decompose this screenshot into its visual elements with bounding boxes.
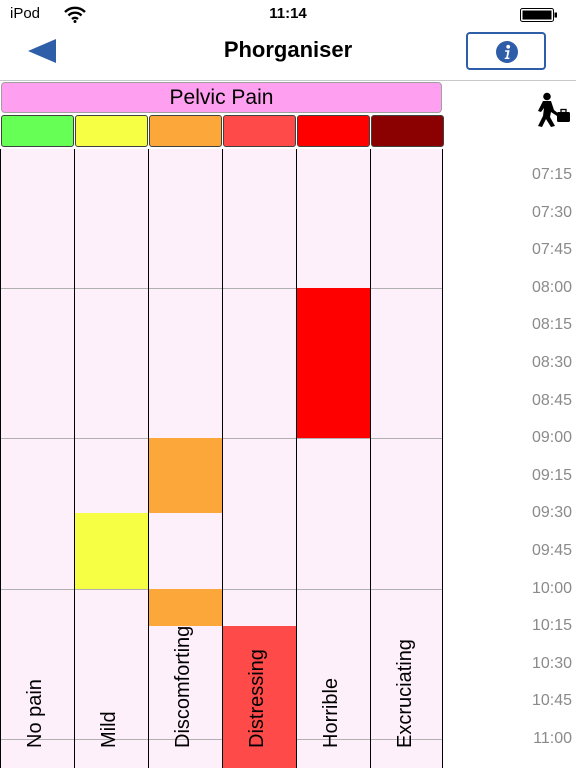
- info-icon: [496, 41, 518, 63]
- time-label: 08:00: [531, 279, 572, 296]
- pain-chart-grid[interactable]: No pain Mild Discomforting Distressing Horri…: [0, 149, 443, 768]
- back-arrow-icon[interactable]: [28, 38, 58, 64]
- level-label-text: Discomforting: [172, 625, 194, 748]
- time-label: 10:30: [531, 655, 572, 672]
- time-label: 07:30: [531, 204, 572, 221]
- level-label-text: No pain: [24, 679, 46, 748]
- time-label: 10:15: [531, 617, 572, 634]
- page-title: Phorganiser: [223, 37, 353, 62]
- swatch-no-pain[interactable]: [1, 115, 74, 147]
- pain-entry-mild[interactable]: [74, 513, 148, 589]
- level-label-text: Horrible: [320, 677, 342, 748]
- hour-gridline: [0, 739, 443, 740]
- battery-icon: [520, 8, 557, 22]
- time-label: 09:45: [531, 542, 572, 559]
- pain-entry-distressing[interactable]: [222, 626, 296, 768]
- pain-entry-discomforting[interactable]: [148, 589, 222, 626]
- time-label: 08:45: [531, 392, 572, 409]
- time-label: 10:45: [531, 692, 572, 709]
- time-label: 08:15: [531, 316, 572, 333]
- time-label: 11:00: [533, 730, 572, 747]
- time-label: 07:15: [531, 166, 572, 183]
- level-label-text: Mild: [98, 711, 120, 748]
- column-divider: [222, 149, 223, 768]
- symptom-header[interactable]: Pelvic Pain: [1, 82, 442, 113]
- column-divider: [370, 149, 371, 768]
- time-label: 10:00: [531, 580, 572, 597]
- time-label: 09:00: [531, 429, 572, 446]
- swatch-excruciating[interactable]: [371, 115, 444, 147]
- nav-divider: [0, 80, 576, 81]
- time-label: 07:45: [531, 241, 572, 258]
- column-divider: [74, 149, 75, 768]
- walker-briefcase-icon[interactable]: [532, 92, 572, 128]
- status-time: 11:14: [269, 5, 307, 22]
- time-label: 09:15: [531, 467, 572, 484]
- column-divider: [296, 149, 297, 768]
- swatch-mild[interactable]: [75, 115, 148, 147]
- navigation-bar: Phorganiser: [0, 28, 576, 80]
- swatch-distressing[interactable]: [223, 115, 296, 147]
- time-label: 09:30: [531, 504, 572, 521]
- hour-gridline: [0, 288, 443, 289]
- column-divider: [0, 149, 1, 768]
- pain-entry-discomforting[interactable]: [148, 438, 222, 513]
- column-divider: [148, 149, 149, 768]
- status-bar: iPod 11:14: [0, 0, 576, 28]
- swatch-discomforting[interactable]: [149, 115, 222, 147]
- pain-entry-horrible[interactable]: [296, 288, 370, 438]
- swatch-horrible[interactable]: [297, 115, 370, 147]
- wifi-icon: [64, 6, 86, 23]
- column-divider: [442, 149, 443, 768]
- level-label-text: Excruciating: [394, 639, 416, 748]
- time-label: 08:30: [531, 354, 572, 371]
- level-label-text: Distressing: [246, 649, 268, 748]
- info-button[interactable]: [466, 32, 546, 70]
- carrier-label: iPod: [10, 5, 41, 22]
